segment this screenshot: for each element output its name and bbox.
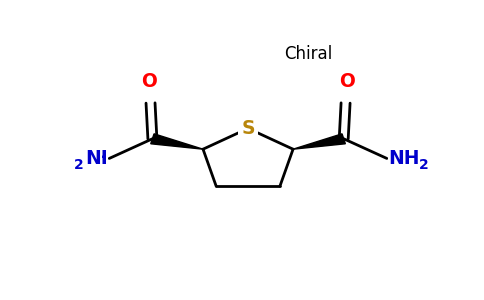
Text: 2: 2	[74, 158, 84, 172]
Text: Chiral: Chiral	[284, 45, 332, 63]
Text: NH: NH	[389, 149, 420, 168]
Text: O: O	[339, 72, 355, 92]
Polygon shape	[151, 134, 203, 149]
Text: S: S	[242, 119, 255, 138]
Text: N: N	[85, 149, 101, 168]
Text: 2: 2	[419, 158, 428, 172]
Text: O: O	[141, 72, 157, 92]
Polygon shape	[293, 134, 346, 149]
Text: H: H	[91, 149, 107, 168]
